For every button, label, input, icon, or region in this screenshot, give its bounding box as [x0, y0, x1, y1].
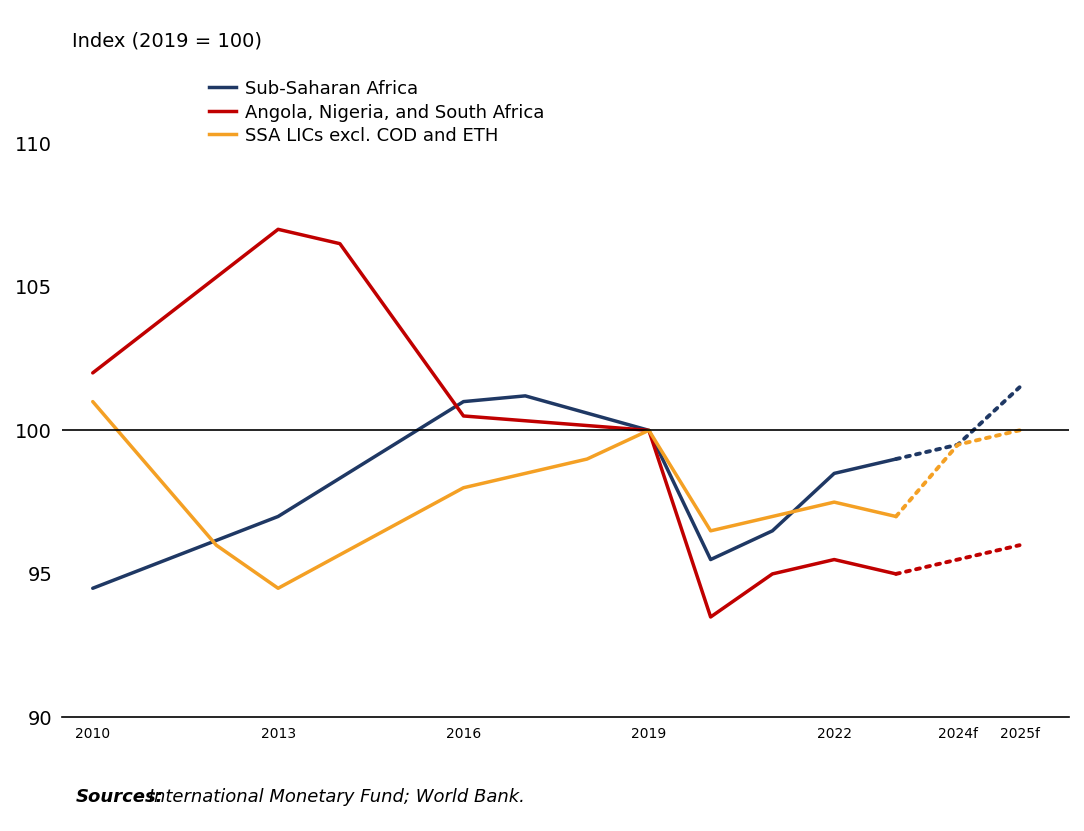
Legend: Sub-Saharan Africa, Angola, Nigeria, and South Africa, SSA LICs excl. COD and ET: Sub-Saharan Africa, Angola, Nigeria, and…: [202, 72, 552, 153]
Text: International Monetary Fund; World Bank.: International Monetary Fund; World Bank.: [143, 788, 525, 806]
Text: Index (2019 = 100): Index (2019 = 100): [72, 32, 262, 51]
Text: Sources:: Sources:: [76, 788, 164, 806]
